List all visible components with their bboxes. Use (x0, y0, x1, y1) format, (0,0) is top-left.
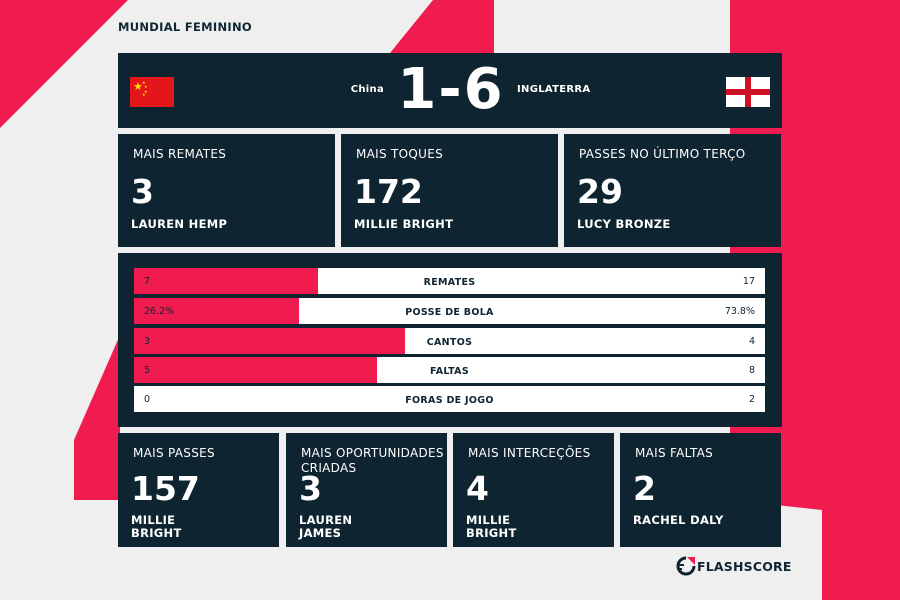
home-value: 26.2% (144, 306, 175, 317)
stat-card-value: 172 (354, 172, 423, 211)
team-comparison: 7 REMATES 17 26.2% POSSE DE BOLA 73.8% 3… (118, 253, 782, 427)
stat-card-value: 3 (299, 469, 322, 508)
svg-text:★: ★ (144, 84, 148, 89)
stat-card-player: LAUREN JAMES (299, 513, 353, 540)
stat-card-player: LUCY BRONZE (577, 217, 671, 231)
stat-card-label: MAIS OPORTUNIDADES CRIADAS (301, 446, 444, 475)
home-value: 3 (144, 336, 151, 347)
svg-text:★: ★ (133, 80, 143, 93)
comparison-row-fouls: 5 FALTAS 8 (134, 357, 765, 383)
comparison-row-shots: 7 REMATES 17 (134, 268, 765, 294)
home-value: 5 (144, 365, 151, 376)
stat-card-value: 29 (577, 172, 623, 211)
stat-card-most-passes: MAIS PASSES 157 MILLIE BRIGHT (118, 433, 279, 547)
stat-card-value: 3 (131, 172, 154, 211)
stat-card-player: MILLIE BRIGHT (466, 513, 517, 540)
stat-card-value: 2 (633, 469, 656, 508)
away-value: 8 (748, 365, 755, 376)
svg-text:★: ★ (142, 80, 146, 85)
flashscore-brand: FLASHSCORE (676, 556, 791, 578)
match-score: 1-6 (397, 57, 505, 122)
home-share-bar (134, 298, 300, 324)
stat-card-player: LAUREN HEMP (131, 217, 228, 231)
away-team-name: INGLATERRA (517, 84, 591, 95)
away-value: 4 (748, 336, 755, 347)
stat-card-player: MILLIE BRIGHT (131, 513, 182, 540)
comparison-row-possession: 26.2% POSSE DE BOLA 73.8% (134, 298, 765, 324)
stat-card-final-third-passes: PASSES NO ÚLTIMO TERÇO 29 LUCY BRONZE (564, 134, 781, 247)
home-share-bar (134, 268, 319, 294)
stat-name: POSSE DE BOLA (405, 307, 494, 318)
svg-text:★: ★ (142, 92, 146, 97)
stat-name: REMATES (423, 277, 476, 288)
england-flag-icon (726, 77, 770, 107)
brand-name: FLASHSCORE (697, 559, 792, 574)
away-value: 17 (742, 276, 755, 287)
stat-card-label: MAIS PASSES (133, 446, 215, 460)
stat-card-label: MAIS REMATES (133, 147, 227, 161)
stat-card-most-chances-created: MAIS OPORTUNIDADES CRIADAS 3 LAUREN JAMES (286, 433, 447, 547)
home-share-bar (134, 357, 377, 383)
stat-card-most-fouls: MAIS FALTAS 2 RACHEL DALY (620, 433, 781, 547)
home-share-bar (134, 328, 405, 354)
stat-card-value: 4 (466, 469, 489, 508)
away-value: 2 (748, 394, 755, 405)
stat-card-player: MILLIE BRIGHT (354, 217, 454, 231)
stat-card-most-interceptions: MAIS INTERCEÇÕES 4 MILLIE BRIGHT (453, 433, 614, 547)
stat-card-most-shots: MAIS REMATES 3 LAUREN HEMP (118, 134, 335, 247)
home-value: 0 (144, 394, 151, 405)
scoreboard: ★ ★ ★ ★ ★ China 1-6 INGLATERRA (118, 53, 782, 128)
stat-card-label: MAIS FALTAS (635, 446, 714, 460)
stat-card-most-touches: MAIS TOQUES 172 MILLIE BRIGHT (341, 134, 558, 247)
svg-text:★: ★ (144, 89, 148, 94)
home-value: 7 (144, 276, 151, 287)
competition-label: MUNDIAL FEMININO (118, 20, 253, 34)
stat-card-label: MAIS INTERCEÇÕES (468, 446, 591, 460)
stat-name: FORAS DE JOGO (405, 395, 494, 406)
comparison-row-offsides: 0 FORAS DE JOGO 2 (134, 386, 765, 412)
stat-card-label: MAIS TOQUES (356, 147, 444, 161)
away-value: 73.8% (724, 306, 755, 317)
stat-card-label: PASSES NO ÚLTIMO TERÇO (579, 147, 746, 161)
home-team-name: China (350, 84, 384, 95)
flashscore-logo-icon (676, 556, 696, 576)
stat-name: CANTOS (426, 337, 473, 348)
stat-card-value: 157 (131, 469, 200, 508)
stat-card-player: RACHEL DALY (633, 513, 724, 527)
stat-name: FALTAS (430, 366, 469, 377)
china-flag-icon: ★ ★ ★ ★ ★ (130, 77, 174, 107)
comparison-row-corners: 3 CANTOS 4 (134, 328, 765, 354)
